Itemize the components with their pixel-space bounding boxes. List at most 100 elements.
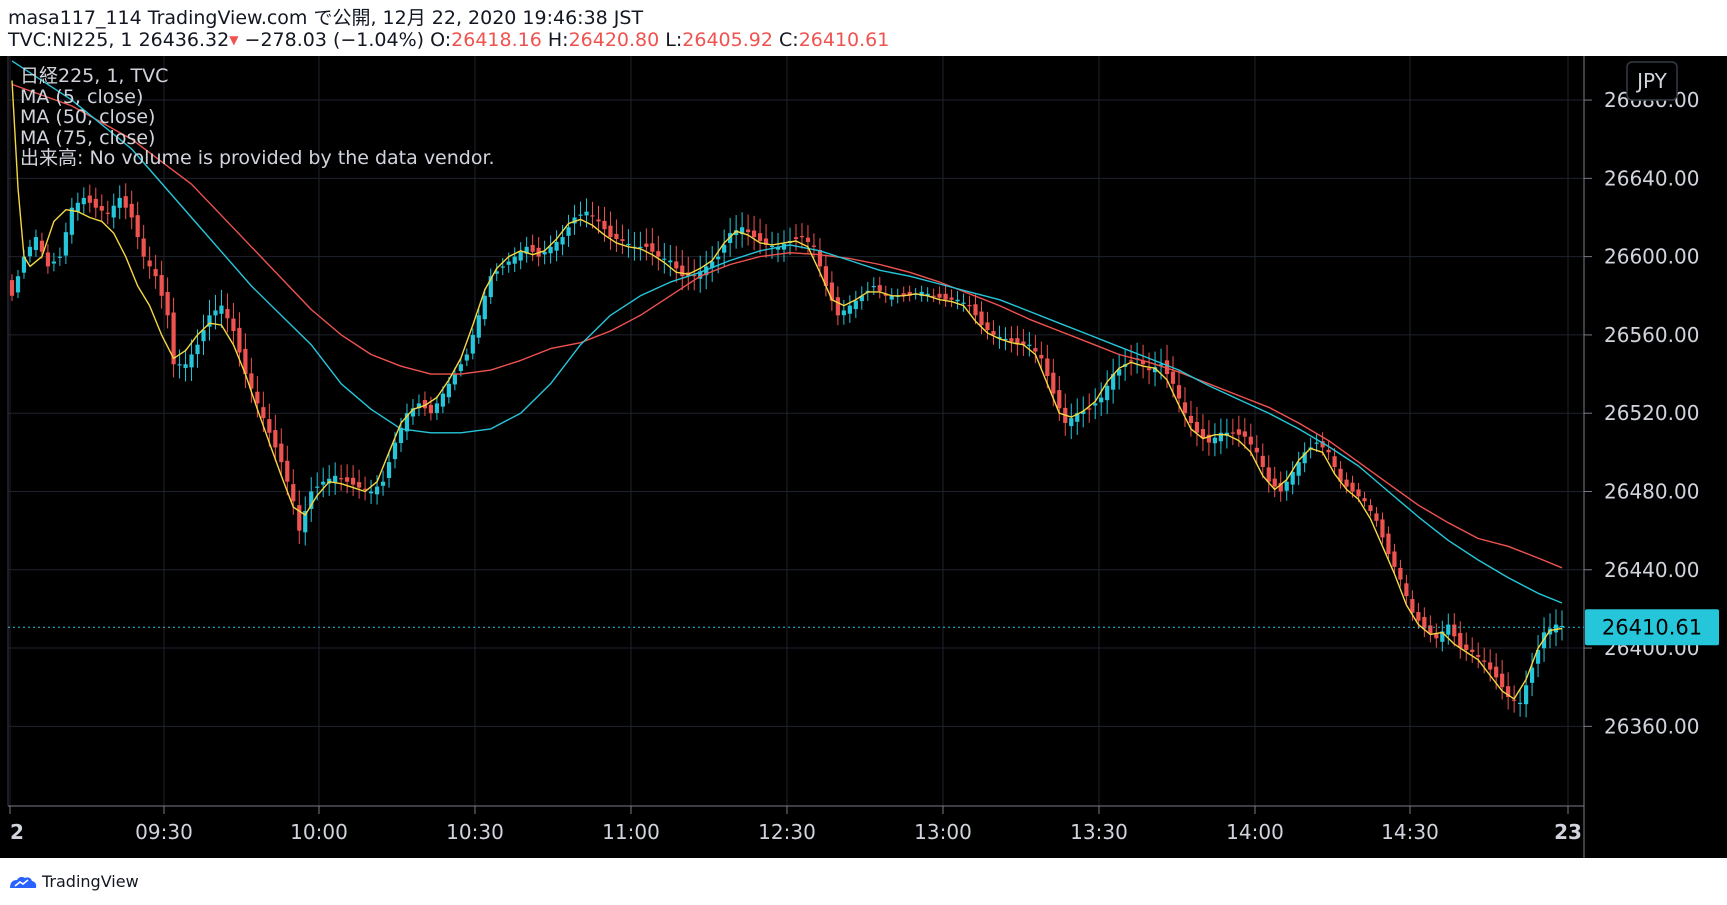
chart-background xyxy=(0,56,1727,858)
candle-body xyxy=(572,217,577,224)
currency-label: JPY xyxy=(1635,69,1668,93)
candle-body xyxy=(1284,481,1289,491)
price-axis[interactable]: 26360.0026400.0026440.0026480.0026520.00… xyxy=(1584,88,1699,738)
candle-body xyxy=(859,295,864,302)
x-tick-label: 2 xyxy=(10,820,24,844)
candle-body xyxy=(1081,411,1086,414)
candle-body xyxy=(1164,360,1170,375)
candle-body xyxy=(1320,441,1325,448)
time-axis[interactable]: 2 09:30 10:00 10:30 11:00 12:30 13:00 13:30 14:0… xyxy=(9,806,1582,844)
candle-body xyxy=(63,232,68,256)
candle-body xyxy=(1494,666,1499,678)
candle-body xyxy=(99,205,104,211)
candle-body xyxy=(1069,418,1074,427)
candle-body xyxy=(1075,413,1080,422)
candle-body xyxy=(692,274,697,277)
candle-body xyxy=(853,300,858,310)
candle-body xyxy=(39,240,45,252)
candle-body xyxy=(177,364,182,366)
tradingview-brand[interactable]: TradingView xyxy=(8,872,139,891)
candle-body xyxy=(674,261,679,269)
candle-body xyxy=(1206,434,1212,443)
ma5-line xyxy=(11,80,1563,700)
candle-body xyxy=(1111,374,1116,390)
candle-body xyxy=(255,391,260,404)
candle-body xyxy=(967,305,972,307)
candle-body xyxy=(955,299,960,302)
candle-body xyxy=(1236,429,1241,435)
legend-ma75[interactable]: MA (75, close) xyxy=(20,126,156,149)
chart-header: masa117_114 TradingView.com で公開, 12月 22,… xyxy=(0,0,1727,56)
candle-body xyxy=(1129,360,1134,362)
candle-body xyxy=(590,215,595,217)
candle-body xyxy=(362,488,368,490)
close-label: C: xyxy=(779,29,799,51)
candle-body xyxy=(620,239,625,241)
candle-body xyxy=(638,246,643,249)
candle-body xyxy=(1057,390,1062,409)
x-tick-label: 12:30 xyxy=(758,820,816,844)
candle-body xyxy=(111,205,116,218)
candle-body xyxy=(464,354,469,361)
candle-body xyxy=(949,297,954,300)
candle-body xyxy=(1404,583,1409,597)
last-price: 26436.32 xyxy=(138,29,230,51)
candle-body xyxy=(488,276,493,298)
candle-body xyxy=(1093,403,1098,406)
candle-body xyxy=(584,211,589,216)
candle-body xyxy=(512,256,517,264)
x-tick-label: 10:00 xyxy=(290,820,348,844)
candle-body xyxy=(644,243,649,247)
candle-body xyxy=(506,261,511,265)
candle-body xyxy=(1003,338,1008,341)
candle-body xyxy=(213,310,218,316)
candle-body xyxy=(249,373,254,389)
publish-info: masa117_114 TradingView.com で公開, 12月 22,… xyxy=(8,7,644,29)
candle-body xyxy=(69,207,74,235)
ma50-line xyxy=(11,60,1563,604)
candle-body xyxy=(668,260,673,263)
candle-body xyxy=(1170,371,1176,384)
legend-ma5[interactable]: MA (5, close) xyxy=(20,85,144,108)
candle-body xyxy=(470,334,475,354)
candle-body xyxy=(1314,442,1319,444)
candle-body xyxy=(973,304,978,316)
candle-body xyxy=(650,243,655,252)
candle-body xyxy=(303,511,308,533)
candle-body xyxy=(93,198,98,208)
candle-body xyxy=(1362,498,1367,502)
candle-body xyxy=(1332,456,1337,468)
candle-body xyxy=(722,244,727,253)
candle-body xyxy=(901,293,906,296)
candle-body xyxy=(1434,633,1439,639)
candle-body xyxy=(1290,471,1295,485)
candle-body xyxy=(997,336,1002,339)
candle-body xyxy=(626,243,631,246)
candle-body xyxy=(189,354,194,368)
candle-body xyxy=(1512,699,1517,701)
ohlc-line: TVC:NI225, 1 26436.32▼ −278.03 (−1.04%) … xyxy=(8,29,889,51)
chart-legend: 日経225, 1, TVC MA (5, close) MA (50, clos… xyxy=(20,66,495,169)
price-chart[interactable]: 26360.0026400.0026440.0026480.0026520.00… xyxy=(0,56,1727,858)
candle-body xyxy=(1398,567,1403,580)
candle-body xyxy=(805,237,811,242)
currency-button[interactable]: JPY xyxy=(1626,61,1678,101)
candle-body xyxy=(1033,348,1038,352)
candle-body xyxy=(608,225,613,238)
candle-body xyxy=(656,251,661,257)
candle-body xyxy=(195,344,200,355)
legend-ma50[interactable]: MA (50, close) xyxy=(20,106,156,128)
candle-body xyxy=(734,230,739,236)
x-tick-label: 11:00 xyxy=(602,820,660,844)
candle-body xyxy=(1529,667,1535,683)
candle-body xyxy=(979,311,984,326)
candle-body xyxy=(1039,354,1044,359)
y-tick-label: 26640.00 xyxy=(1604,166,1699,190)
candle-body xyxy=(943,293,948,300)
candle-body xyxy=(1350,482,1355,492)
y-tick-label: 26560.00 xyxy=(1604,323,1699,347)
candle-body xyxy=(931,295,936,297)
candle-body xyxy=(1009,338,1014,342)
candle-body xyxy=(1242,431,1247,437)
candle-body xyxy=(105,212,110,214)
